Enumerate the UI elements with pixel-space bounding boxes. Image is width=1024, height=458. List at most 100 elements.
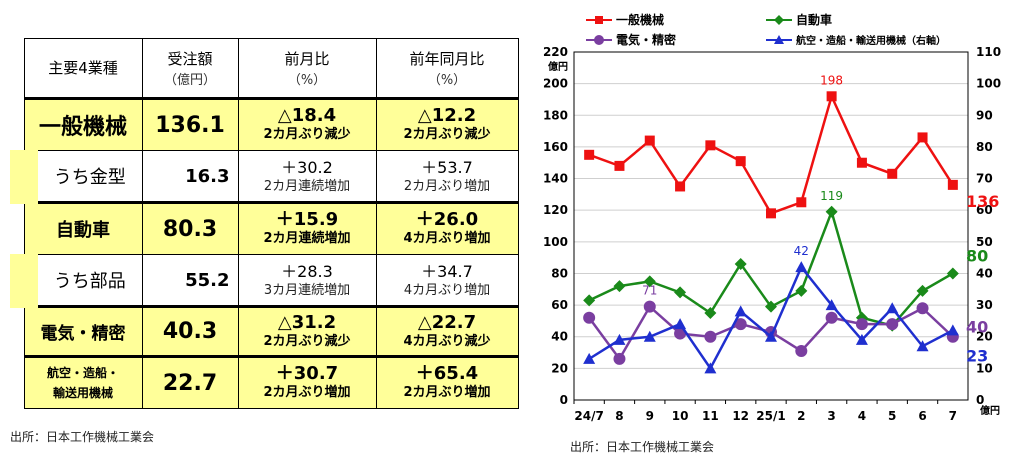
y-left-unit: 億円 xyxy=(548,60,568,73)
data-point xyxy=(774,15,784,25)
peak-value-label: 119 xyxy=(820,189,843,203)
yoy-value: ＋65.4 xyxy=(415,363,479,384)
header-mom-text: 前月比 xyxy=(284,49,330,68)
data-point xyxy=(704,330,717,343)
y-left-tick-label: 60 xyxy=(551,298,568,312)
mom-note: 3カ月連続増加 xyxy=(263,282,351,298)
data-point xyxy=(795,284,808,297)
y-right-tick-label: 100 xyxy=(976,77,1001,91)
legend-item-0: 一般機械 xyxy=(586,12,664,27)
mom-value: ＋15.9 xyxy=(275,209,339,230)
header-category: 主要4業種 xyxy=(23,38,143,100)
row-mom: ＋30.2 2カ月連続増加 xyxy=(237,150,377,204)
data-point xyxy=(946,324,959,336)
row-mom: △18.4 2カ月ぶり減少 xyxy=(237,98,377,151)
x-tick-label: 5 xyxy=(888,409,896,423)
data-point xyxy=(613,333,626,345)
y-right-tick-label: 50 xyxy=(976,235,993,249)
legend-item-2: 電気・精密 xyxy=(586,32,676,47)
y-right-tick-label: 80 xyxy=(976,140,993,154)
row-mom: ＋28.3 3カ月連続増加 xyxy=(237,254,377,308)
data-point xyxy=(855,318,868,331)
x-tick-label: 7 xyxy=(949,409,957,423)
row-yoy: ＋34.7 4カ月ぶり増加 xyxy=(375,254,519,308)
data-point xyxy=(734,257,747,270)
table-row: 自動車 80.3 ＋15.9 2カ月連続増加 ＋26.0 4カ月ぶり増加 xyxy=(23,202,519,255)
x-tick-label: 9 xyxy=(646,409,654,423)
row-label-line1: 航空・造船・ xyxy=(46,366,119,380)
data-point xyxy=(916,284,929,297)
row-yoy: ＋65.4 2カ月ぶり増加 xyxy=(375,356,519,409)
plot-frame xyxy=(573,51,969,401)
data-point xyxy=(584,149,595,160)
x-tick-label: 24/7 xyxy=(574,409,603,423)
y-left-tick-label: 200 xyxy=(543,77,568,91)
table-source: 出所：日本工作機械工業会 xyxy=(10,430,155,444)
data-point xyxy=(643,275,656,288)
mom-value: ＋28.3 xyxy=(281,261,333,281)
data-point xyxy=(643,300,656,313)
data-point xyxy=(765,330,777,342)
x-tick-label: 11 xyxy=(702,409,719,423)
data-point xyxy=(594,35,604,45)
peak-value-label: 42 xyxy=(794,244,809,258)
x-tick-label: 4 xyxy=(858,409,866,423)
data-point xyxy=(735,156,746,167)
data-point xyxy=(766,208,776,219)
x-tick-label: 8 xyxy=(615,409,623,423)
y-left-tick-label: 120 xyxy=(543,203,568,217)
data-point xyxy=(795,261,808,273)
data-point xyxy=(675,181,686,192)
orders-line-chart: 0204060801001201401601802002200102030405… xyxy=(520,0,1024,458)
x-tick-label: 10 xyxy=(672,409,689,423)
data-point xyxy=(734,305,747,317)
chart-background xyxy=(520,0,1024,458)
header-orders-text: 受注額 xyxy=(167,49,213,68)
table-row: 航空・造船・ 輸送用機械 22.7 ＋30.7 2カ月ぶり増加 ＋65.4 2カ月ぶり… xyxy=(23,356,519,409)
data-point xyxy=(583,352,596,364)
row-yoy: ＋53.7 2カ月ぶり増加 xyxy=(375,150,519,204)
row-label: うち部品 xyxy=(10,254,143,308)
y-left-tick-label: 40 xyxy=(551,330,568,344)
data-point xyxy=(917,132,928,143)
yoy-note: 4カ月ぶり減少 xyxy=(403,333,491,349)
table-row: 電気・精密 40.3 △31.2 2カ月ぶり減少 △22.7 4カ月ぶり減少 xyxy=(23,306,519,358)
row-value: 16.3 xyxy=(141,150,239,204)
row-yoy: △12.2 2カ月ぶり減少 xyxy=(375,98,519,151)
x-tick-label: 12 xyxy=(732,409,749,423)
mom-note: 2カ月連続増加 xyxy=(263,231,351,246)
series-3 xyxy=(583,261,959,374)
data-point xyxy=(916,340,929,352)
yoy-value: △22.7 xyxy=(417,311,477,333)
y-right-tick-label: 60 xyxy=(976,203,993,217)
x-tick-label: 3 xyxy=(827,409,835,423)
peak-value-label: 71 xyxy=(642,284,657,298)
header-orders-unit: （億円） xyxy=(163,72,216,88)
x-tick-label: 25/1 xyxy=(756,409,785,423)
y-left-tick-label: 80 xyxy=(551,266,568,280)
y-right-tick-label: 0 xyxy=(976,393,984,407)
data-point xyxy=(825,299,838,311)
row-yoy: △22.7 4カ月ぶり減少 xyxy=(375,306,519,358)
table-row: うち部品 55.2 ＋28.3 3カ月連続増加 ＋34.7 4カ月ぶり増加 xyxy=(10,254,519,308)
row-value: 80.3 xyxy=(141,202,239,255)
data-point xyxy=(614,160,625,171)
y-right-tick-label: 70 xyxy=(976,172,993,186)
header-category-text: 主要4業種 xyxy=(48,59,118,77)
row-value: 55.2 xyxy=(141,254,239,308)
x-tick-label: 2 xyxy=(797,409,805,423)
row-value: 40.3 xyxy=(141,306,239,358)
row-value: 136.1 xyxy=(141,98,239,151)
data-point xyxy=(704,307,717,319)
end-value-label: 40 xyxy=(966,318,988,337)
data-point xyxy=(826,91,837,102)
mom-note: 2カ月連続増加 xyxy=(263,178,351,194)
series-layer xyxy=(583,91,959,374)
data-point xyxy=(774,35,784,44)
mom-value: △31.2 xyxy=(277,311,337,333)
y-left-tick-label: 20 xyxy=(551,361,568,375)
data-point xyxy=(643,330,656,342)
legend-label: 電気・精密 xyxy=(616,32,676,47)
y-left-tick-label: 220 xyxy=(543,45,568,59)
